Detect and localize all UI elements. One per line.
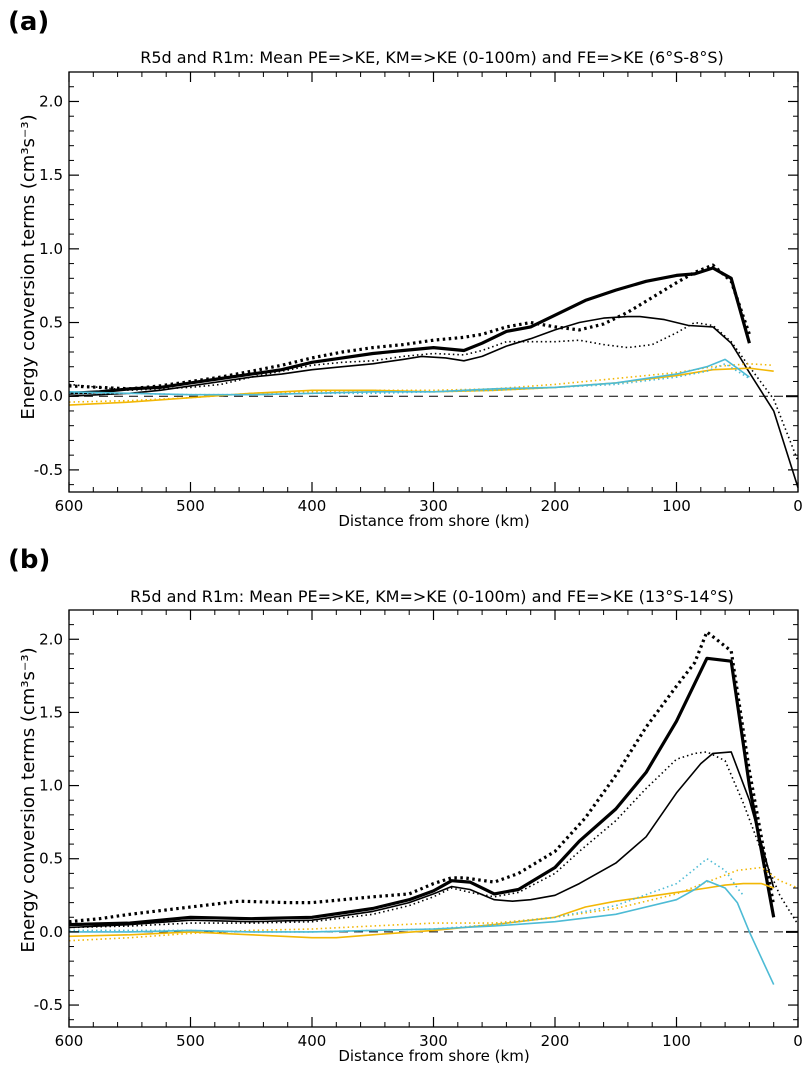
- x-tick-label: 100: [662, 1032, 691, 1050]
- series-line-3: [68, 751, 775, 929]
- panel-b: (b) R5d and R1m: Mean PE=>KE, KM=>KE (0-…: [8, 545, 803, 1065]
- y-tick-label: 0.5: [39, 850, 63, 868]
- y-tick-label: -0.5: [34, 461, 63, 479]
- y-axis-label: Energy conversion terms (cm³s⁻³): [18, 114, 39, 419]
- x-tick-label: 300: [419, 1032, 448, 1050]
- x-tick-label: 600: [55, 497, 84, 515]
- series-line-3: [68, 315, 799, 488]
- x-tick-label: 600: [55, 1032, 84, 1050]
- x-axis-label: Distance from shore (km): [338, 512, 529, 530]
- y-tick-label: 2.0: [39, 630, 63, 648]
- y-tick-label: 1.0: [39, 240, 63, 258]
- chart-title: R5d and R1m: Mean PE=>KE, KM=>KE (0-100m…: [130, 587, 734, 606]
- y-axis-label: Energy conversion terms (cm³s⁻³): [18, 647, 39, 952]
- plot-area: -0.5 0.0 0.5 1.0 1.5 2.0 600 500 400 300 200 100 0: [34, 609, 803, 1050]
- x-axis-label: Distance from shore (km): [338, 1047, 529, 1065]
- x-tick-label: 300: [419, 497, 448, 515]
- panel-a: (a) R5d and R1m: Mean PE=>KE, KM=>KE (0-…: [8, 7, 803, 530]
- x-tick-label: 0: [793, 497, 803, 515]
- x-tick-label: 400: [298, 1032, 327, 1050]
- series-line-2: [68, 630, 776, 924]
- x-tick-label: 200: [541, 497, 570, 515]
- series-line-6: [68, 362, 774, 403]
- x-tick-label: 500: [176, 497, 205, 515]
- y-tick-label: 1.5: [39, 703, 63, 721]
- chart-title: R5d and R1m: Mean PE=>KE, KM=>KE (0-100m…: [140, 48, 723, 67]
- series-line-4: [68, 751, 799, 929]
- y-tick-label: -0.5: [34, 996, 63, 1014]
- series-line-1: [68, 656, 776, 927]
- x-tick-label: 500: [176, 1032, 205, 1050]
- series-line-1: [68, 266, 751, 395]
- x-tick-label: 400: [298, 497, 327, 515]
- y-tick-label: 1.0: [39, 777, 63, 795]
- series-line-2: [68, 263, 751, 391]
- plot-frame: [68, 71, 799, 493]
- panel-label: (a): [8, 7, 49, 37]
- series-line-7: [68, 358, 750, 396]
- y-tick-label: 2.0: [39, 92, 63, 110]
- panel-label: (b): [8, 545, 50, 575]
- y-tick-label: 0.0: [39, 387, 63, 405]
- y-tick-label: 0.5: [39, 314, 63, 332]
- x-tick-label: 100: [662, 497, 691, 515]
- x-tick-label: 0: [793, 1032, 803, 1050]
- y-tick-label: 1.5: [39, 166, 63, 184]
- plot-area: -0.5 0.0 0.5 1.0 1.5 2.0 600 500 400 300 200 100 0: [34, 71, 803, 515]
- x-tick-label: 200: [541, 1032, 570, 1050]
- y-tick-label: 0.0: [39, 923, 63, 941]
